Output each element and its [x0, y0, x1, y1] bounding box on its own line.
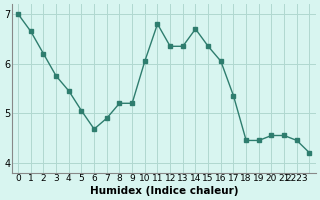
- X-axis label: Humidex (Indice chaleur): Humidex (Indice chaleur): [90, 186, 238, 196]
